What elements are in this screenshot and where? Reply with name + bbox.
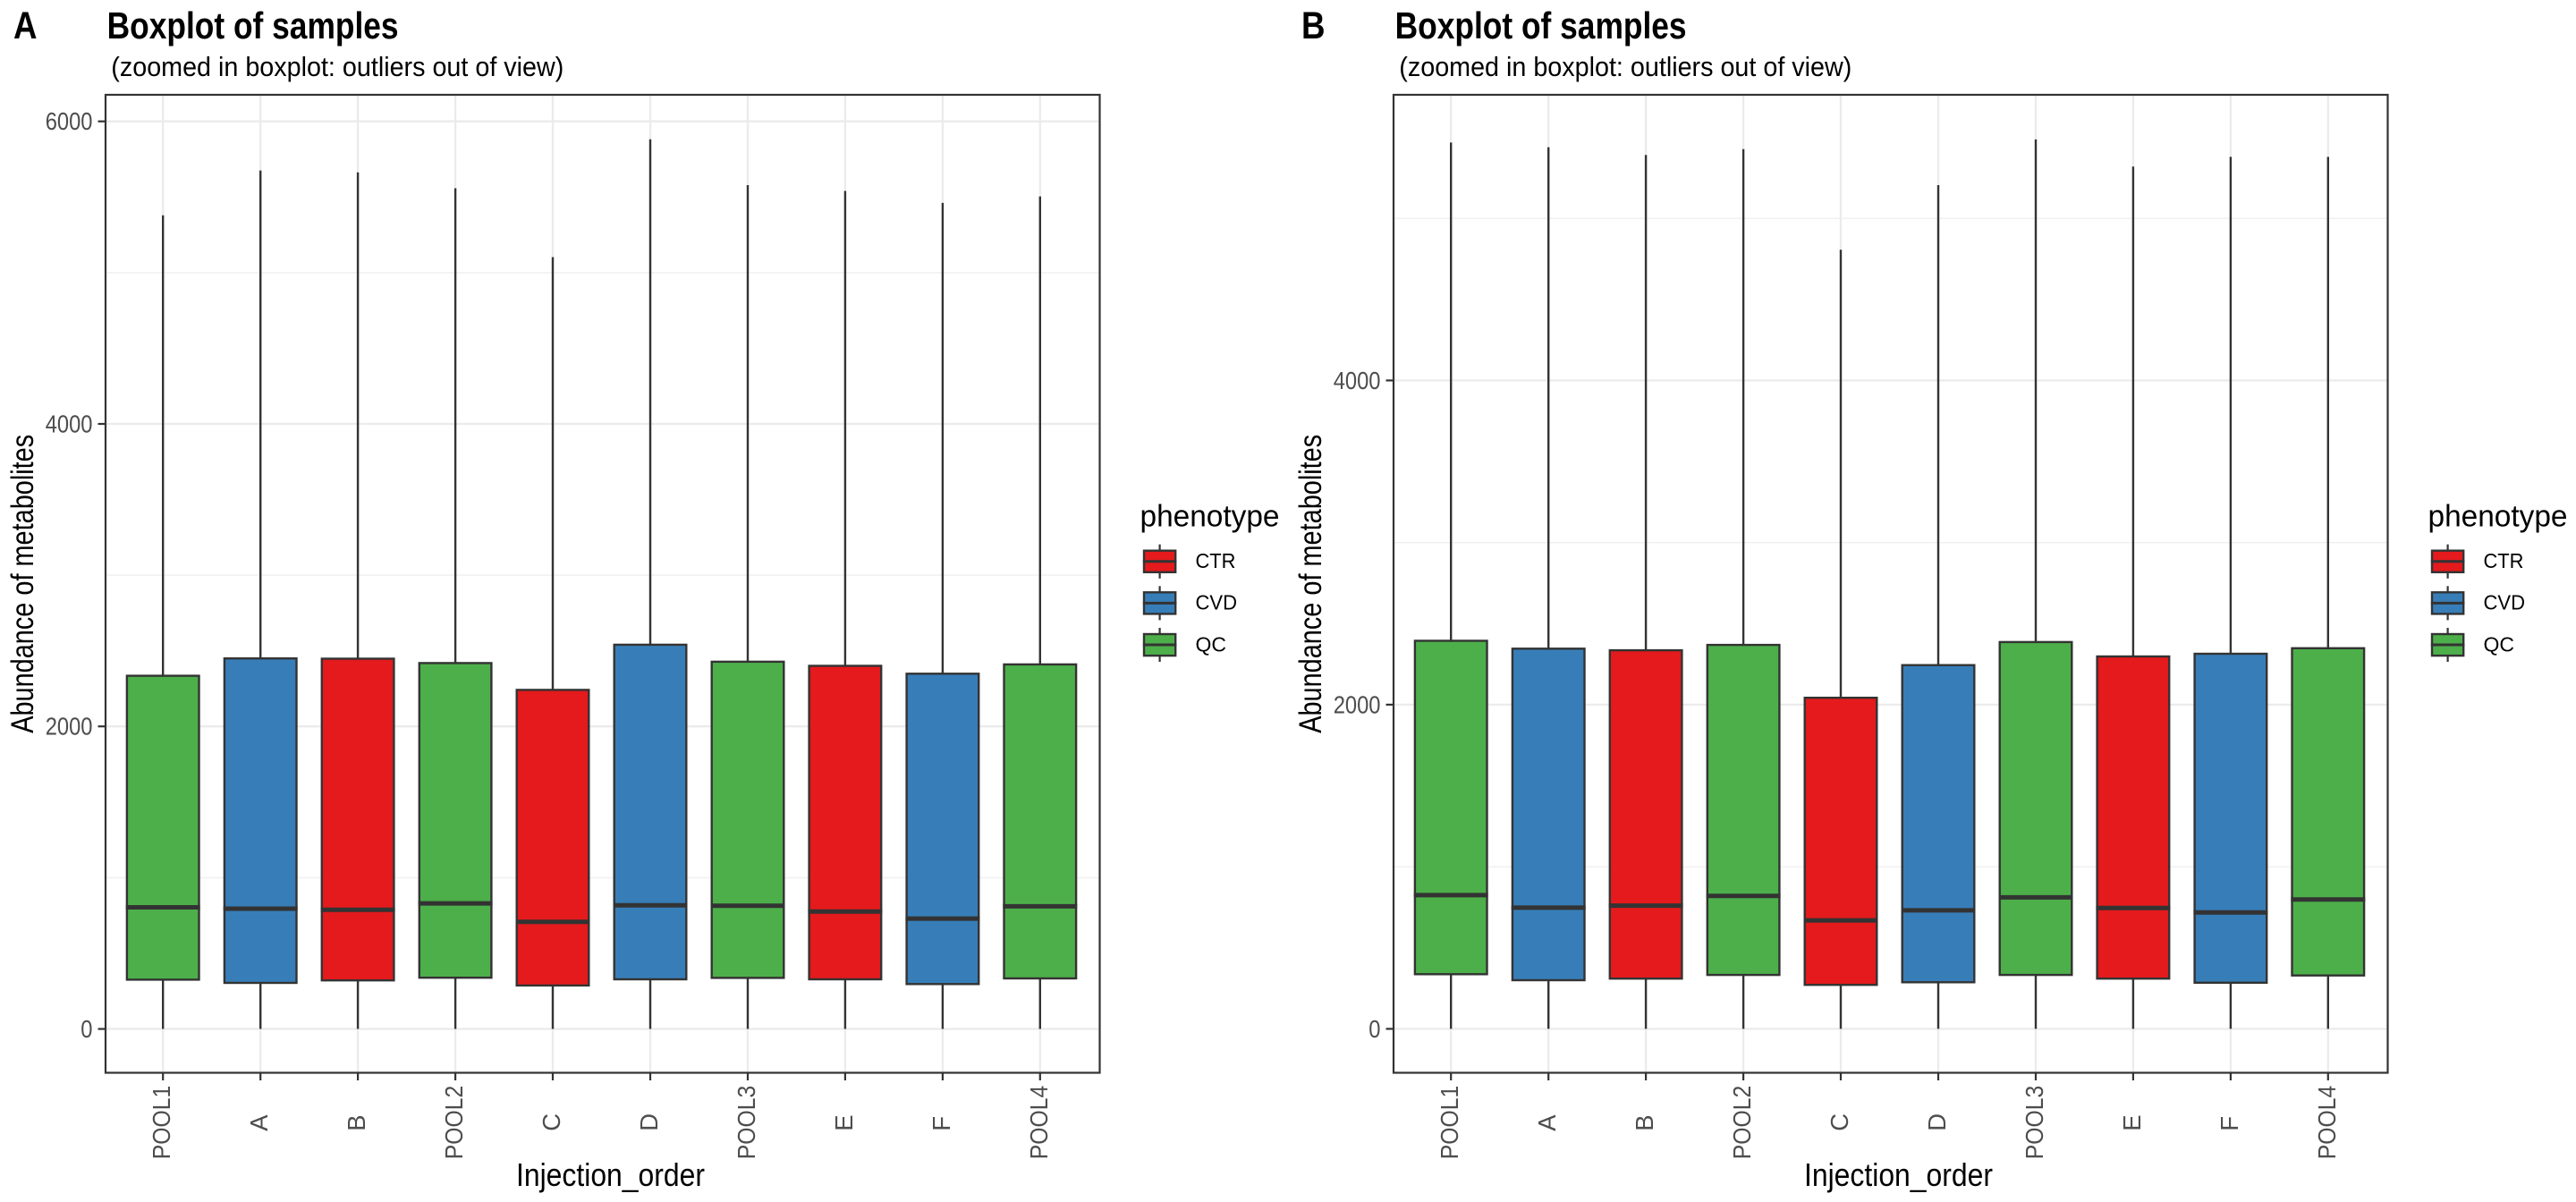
svg-text:4000: 4000 bbox=[46, 411, 93, 438]
svg-text:E: E bbox=[830, 1114, 858, 1130]
svg-text:CTR: CTR bbox=[1196, 549, 1236, 572]
svg-text:POOL1: POOL1 bbox=[1436, 1086, 1463, 1160]
svg-text:Boxplot of samples: Boxplot of samples bbox=[107, 4, 399, 47]
svg-text:CVD: CVD bbox=[2484, 591, 2526, 614]
svg-text:POOL4: POOL4 bbox=[1025, 1086, 1053, 1160]
svg-text:F: F bbox=[928, 1116, 955, 1131]
svg-text:Boxplot of samples: Boxplot of samples bbox=[1395, 4, 1687, 47]
svg-text:D: D bbox=[1923, 1113, 1951, 1131]
svg-text:Abundance of metabolites: Abundance of metabolites bbox=[1293, 435, 1328, 733]
svg-text:0: 0 bbox=[1368, 1015, 1380, 1043]
svg-text:A: A bbox=[1533, 1114, 1561, 1131]
svg-text:phenotype: phenotype bbox=[2428, 500, 2568, 534]
svg-text:QC: QC bbox=[2484, 632, 2515, 656]
svg-text:C: C bbox=[1826, 1113, 1853, 1131]
svg-text:Injection_order: Injection_order bbox=[516, 1156, 705, 1193]
svg-text:POOL3: POOL3 bbox=[733, 1086, 760, 1160]
svg-text:CTR: CTR bbox=[2484, 549, 2524, 572]
svg-text:(zoomed in boxplot: outliers o: (zoomed in boxplot: outliers out of view… bbox=[1399, 51, 1852, 82]
svg-text:(zoomed in boxplot: outliers o: (zoomed in boxplot: outliers out of view… bbox=[111, 51, 564, 82]
svg-text:CVD: CVD bbox=[1196, 591, 1238, 614]
svg-text:POOL4: POOL4 bbox=[2313, 1086, 2341, 1160]
svg-text:2000: 2000 bbox=[46, 713, 93, 741]
svg-text:D: D bbox=[635, 1113, 663, 1131]
svg-text:A: A bbox=[245, 1114, 273, 1131]
svg-text:A: A bbox=[13, 4, 38, 47]
svg-text:B: B bbox=[1631, 1114, 1658, 1130]
svg-text:Injection_order: Injection_order bbox=[1804, 1156, 1993, 1193]
svg-text:B: B bbox=[343, 1114, 370, 1130]
svg-text:QC: QC bbox=[1196, 632, 1227, 656]
svg-text:E: E bbox=[2118, 1114, 2146, 1130]
svg-text:2000: 2000 bbox=[1334, 690, 1381, 718]
svg-text:B: B bbox=[1301, 4, 1326, 47]
svg-text:0: 0 bbox=[80, 1015, 92, 1043]
svg-text:C: C bbox=[538, 1113, 565, 1131]
svg-text:Abundance of metabolites: Abundance of metabolites bbox=[5, 435, 40, 733]
svg-text:POOL3: POOL3 bbox=[2021, 1086, 2048, 1160]
svg-text:POOL1: POOL1 bbox=[148, 1086, 175, 1160]
svg-text:POOL2: POOL2 bbox=[1728, 1086, 1756, 1160]
svg-text:F: F bbox=[2216, 1116, 2243, 1131]
svg-text:6000: 6000 bbox=[46, 107, 93, 135]
svg-text:phenotype: phenotype bbox=[1140, 500, 1280, 534]
svg-text:POOL2: POOL2 bbox=[440, 1086, 468, 1160]
svg-text:4000: 4000 bbox=[1334, 367, 1381, 394]
